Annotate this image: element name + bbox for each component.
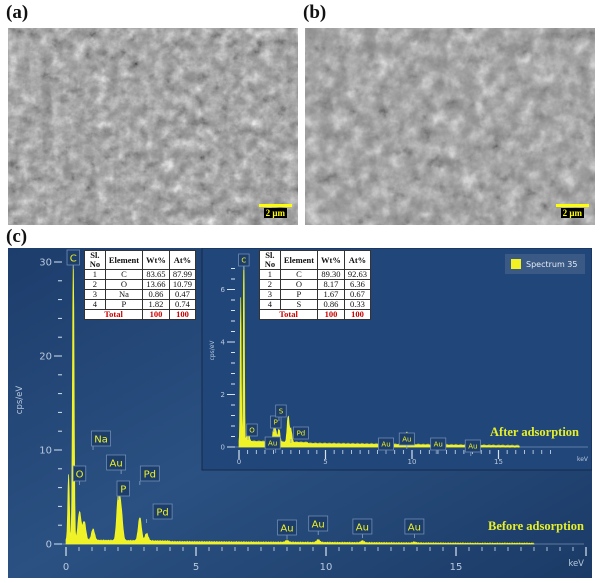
- peak-label-box: [116, 480, 130, 497]
- y-axis-label: cps/eV: [209, 340, 216, 361]
- peak-label-box: [292, 426, 309, 440]
- peak-label-box: [106, 454, 127, 471]
- panel-label-a: (a): [6, 2, 29, 23]
- peak-label-o: O: [249, 427, 255, 435]
- peak-label-box: [464, 439, 481, 453]
- peak-label-box: [264, 436, 281, 450]
- peak-label-box: [139, 465, 160, 482]
- peak-label-na: Na: [94, 435, 108, 446]
- y-axis-label: cps/eV: [15, 386, 25, 415]
- peak-label-au: Au: [434, 441, 443, 449]
- peak-label-box: [152, 503, 173, 520]
- y-tick-label: 30: [39, 258, 52, 269]
- peak-label-box: [246, 423, 258, 437]
- peak-label-au: Au: [312, 520, 325, 531]
- peak-label-box: [277, 519, 297, 536]
- spectrum-series: [65, 255, 535, 545]
- x-tick-label: 10: [320, 562, 333, 573]
- x-tick-label: 5: [193, 562, 199, 573]
- peak-label-au: Au: [402, 436, 411, 444]
- peak-label-au: Au: [468, 443, 477, 451]
- scale-bar: 2 μm: [555, 204, 589, 219]
- scale-bar: 2 μm: [258, 204, 292, 219]
- panel-label-b: (b): [303, 2, 327, 23]
- eds-table-after: Sl. No Element Wt% At% 1 C 89.30 92.63 2 O 8.17 6…: [258, 250, 372, 320]
- x-tick-label: 0: [237, 458, 241, 466]
- peak-label-p: P: [120, 485, 126, 496]
- x-tick-label: 15: [494, 458, 503, 466]
- peak-label-box: [352, 518, 373, 535]
- peak-label-box: [430, 437, 447, 451]
- y-tick-label: 2: [221, 391, 225, 399]
- x-tick-label: 0: [63, 562, 69, 573]
- peak-label-au: Au: [268, 440, 277, 448]
- annotation-before: Before adsorption: [488, 519, 584, 533]
- peak-label-au: Au: [408, 523, 421, 534]
- x-tick-label: 10: [408, 458, 417, 466]
- annotation-after: After adsorption: [490, 425, 580, 439]
- legend: Spectrum 35: [505, 254, 585, 274]
- legend-swatch: [511, 259, 521, 269]
- eds-table-before: Sl. No Element Wt% At% 1 C 83.65 87.99 2 O 13.66…: [83, 250, 197, 320]
- peak-label-pd: Pd: [156, 508, 168, 519]
- legend-label: Spectrum 35: [526, 259, 578, 269]
- y-tick-label: 0: [221, 443, 225, 451]
- sem-image-b: 2 μm: [305, 28, 595, 225]
- peak-label-box: [398, 432, 415, 446]
- x-axis-label: keV: [577, 456, 589, 463]
- peak-label-box: [275, 404, 287, 418]
- peak-label-box: [378, 437, 395, 451]
- peak-label-p: P: [274, 419, 278, 427]
- y-tick-label: 4: [221, 338, 226, 346]
- peak-label-au: Au: [280, 524, 293, 535]
- peak-label-box: [91, 430, 111, 447]
- peak-label-pd: Pd: [297, 430, 306, 438]
- sem-image-a: 2 μm: [8, 28, 298, 225]
- x-tick-label: 15: [450, 562, 463, 573]
- peak-label-c: C: [70, 254, 77, 265]
- peak-label-box: [308, 515, 329, 532]
- y-tick-label: 6: [221, 286, 226, 294]
- peak-label-au: Au: [381, 441, 390, 449]
- peak-label-au: Au: [110, 459, 123, 470]
- y-tick-label: 20: [39, 352, 52, 363]
- peak-label-box: [238, 253, 250, 267]
- peak-label-c: C: [241, 257, 246, 265]
- peak-label-box: [72, 465, 87, 482]
- panel-label-c: (c): [6, 226, 28, 247]
- peak-label-s: S: [279, 408, 284, 416]
- y-tick-label: 0: [46, 540, 52, 551]
- peak-label-box: [66, 249, 80, 266]
- peak-label-box: [404, 518, 425, 535]
- peak-label-au: Au: [356, 523, 369, 534]
- peak-label-pd: Pd: [144, 470, 156, 481]
- x-tick-label: 5: [323, 458, 327, 466]
- x-axis-label: keV: [568, 559, 584, 569]
- y-tick-label: 10: [39, 446, 52, 457]
- peak-label-o: O: [76, 470, 84, 481]
